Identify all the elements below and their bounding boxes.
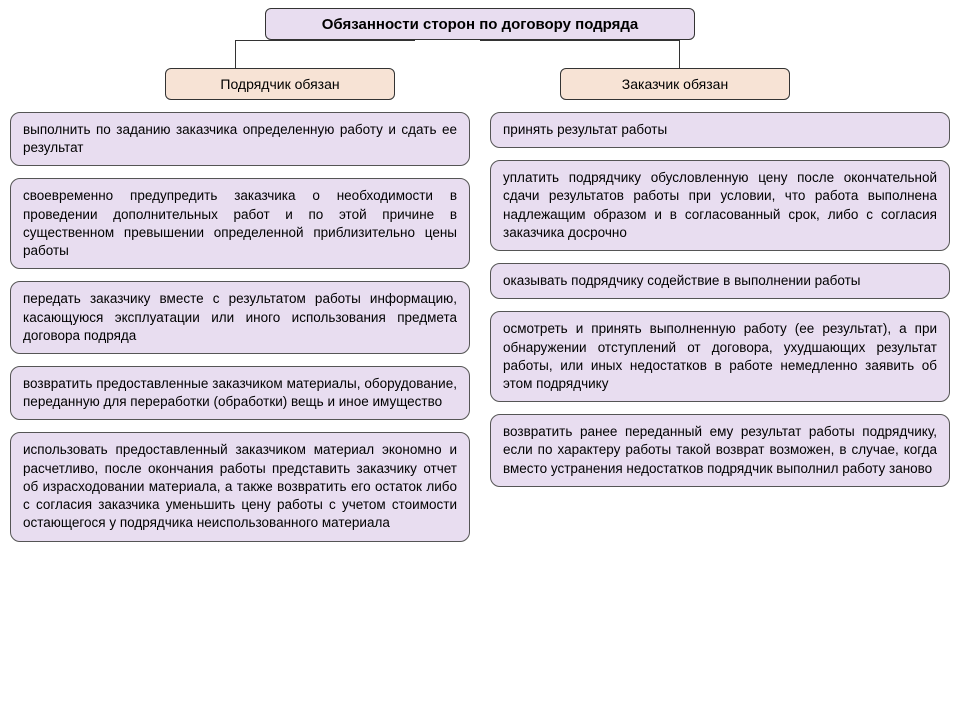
left-item: возвратить предоставленные заказчиком ма… xyxy=(10,366,470,420)
subheader-customer: Заказчик обязан xyxy=(560,68,790,100)
right-item: уплатить подрядчику обусловленную цену п… xyxy=(490,160,950,251)
right-item: возвратить ранее переданный ему результа… xyxy=(490,414,950,487)
left-item: своевременно предупредить заказчика о не… xyxy=(10,178,470,269)
left-item: использовать предоставленный заказчиком … xyxy=(10,432,470,541)
diagram-title: Обязанности сторон по договору подряда xyxy=(265,8,695,40)
right-column: принять результат работы уплатить подряд… xyxy=(490,112,950,542)
right-item: осмотреть и принять выполненную работу (… xyxy=(490,311,950,402)
connector-right xyxy=(480,40,680,68)
subheader-contractor: Подрядчик обязан xyxy=(165,68,395,100)
right-item: принять результат работы xyxy=(490,112,950,148)
left-item: передать заказчику вместе с результатом … xyxy=(10,281,470,354)
connector-left xyxy=(235,40,415,68)
left-column: выполнить по заданию заказчика определен… xyxy=(10,112,470,542)
right-item: оказывать подрядчику содействие в выполн… xyxy=(490,263,950,299)
left-item: выполнить по заданию заказчика определен… xyxy=(10,112,470,166)
columns-container: выполнить по заданию заказчика определен… xyxy=(10,112,950,542)
